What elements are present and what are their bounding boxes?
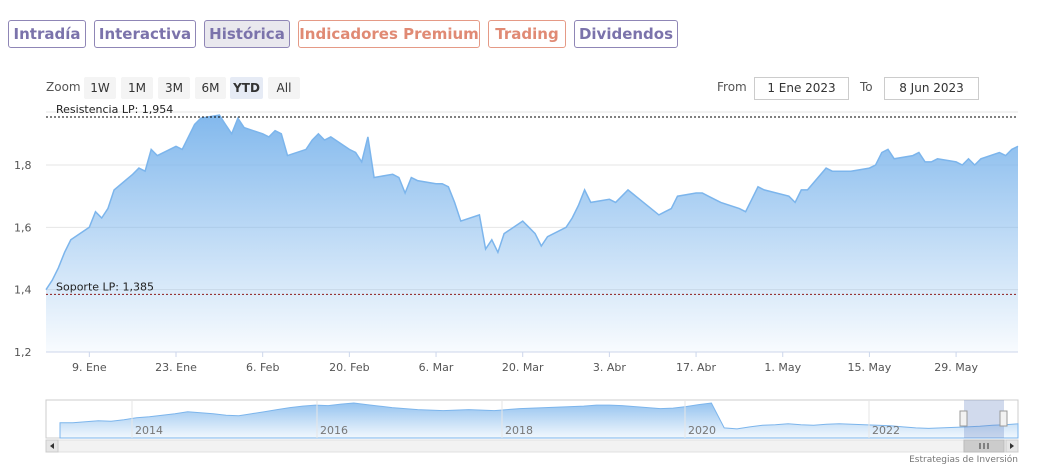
x-tick-label: 29. May [934, 361, 978, 374]
credit-text: Estrategias de Inversión [909, 455, 1018, 465]
zoom-button-6m[interactable]: 6M [195, 77, 226, 99]
scroll-left-arrow-icon [50, 443, 54, 449]
to-date-input[interactable]: 8 Jun 2023 [884, 77, 979, 100]
zoom-button-all[interactable]: All [268, 77, 300, 99]
x-tick-label: 23. Ene [155, 361, 197, 374]
y-tick-label: 1,2 [14, 346, 32, 359]
tab-histórica[interactable]: Histórica [204, 20, 290, 48]
navigator-year-label: 2014 [135, 424, 163, 437]
navigator-year-label: 2016 [320, 424, 348, 437]
x-tick-label: 1. May [764, 361, 801, 374]
zoom-button-1w[interactable]: 1W [84, 77, 116, 99]
price-line [45, 114, 1019, 291]
x-tick-label: 3. Abr [593, 361, 626, 374]
zoom-label: Zoom [46, 80, 81, 94]
from-label: From [717, 80, 747, 94]
scrollbar-track[interactable] [45, 439, 1019, 453]
to-label: To [860, 80, 873, 94]
tab-intradía[interactable]: Intradía [8, 20, 86, 48]
zoom-button-ytd[interactable]: YTD [230, 77, 263, 99]
navigator-year-label: 2018 [505, 424, 533, 437]
navigator-year-label: 2022 [872, 424, 900, 437]
navigator-left-handle[interactable] [959, 410, 968, 427]
y-tick-label: 1,4 [14, 284, 32, 297]
x-tick-label: 20. Mar [502, 361, 544, 374]
zoom-button-1m[interactable]: 1M [121, 77, 153, 99]
y-tick-label: 1,8 [14, 159, 32, 172]
y-tick-label: 1,6 [14, 221, 32, 234]
x-tick-label: 15. May [848, 361, 892, 374]
x-tick-label: 9. Ene [72, 361, 107, 374]
resistance-label: Resistencia LP: 1,954 [56, 103, 173, 116]
scroll-right-arrow-icon [1010, 443, 1014, 449]
price-area [46, 115, 1018, 352]
tab-dividendos[interactable]: Dividendos [574, 20, 678, 48]
navigator-right-handle[interactable] [999, 410, 1008, 427]
tab-indicadores-premium[interactable]: Indicadores Premium [298, 20, 480, 48]
from-date-input[interactable]: 1 Ene 2023 [754, 77, 849, 100]
tab-trading[interactable]: Trading [488, 20, 566, 48]
zoom-button-3m[interactable]: 3M [158, 77, 190, 99]
navigator-selection[interactable] [964, 400, 1004, 438]
support-label: Soporte LP: 1,385 [56, 280, 154, 293]
x-tick-label: 6. Mar [419, 361, 454, 374]
navigator-year-label: 2020 [688, 424, 716, 437]
x-tick-label: 17. Abr [676, 361, 716, 374]
x-tick-label: 6. Feb [246, 361, 279, 374]
x-tick-label: 20. Feb [329, 361, 369, 374]
navigator-series [59, 402, 1019, 439]
tab-interactiva[interactable]: Interactiva [94, 20, 196, 48]
